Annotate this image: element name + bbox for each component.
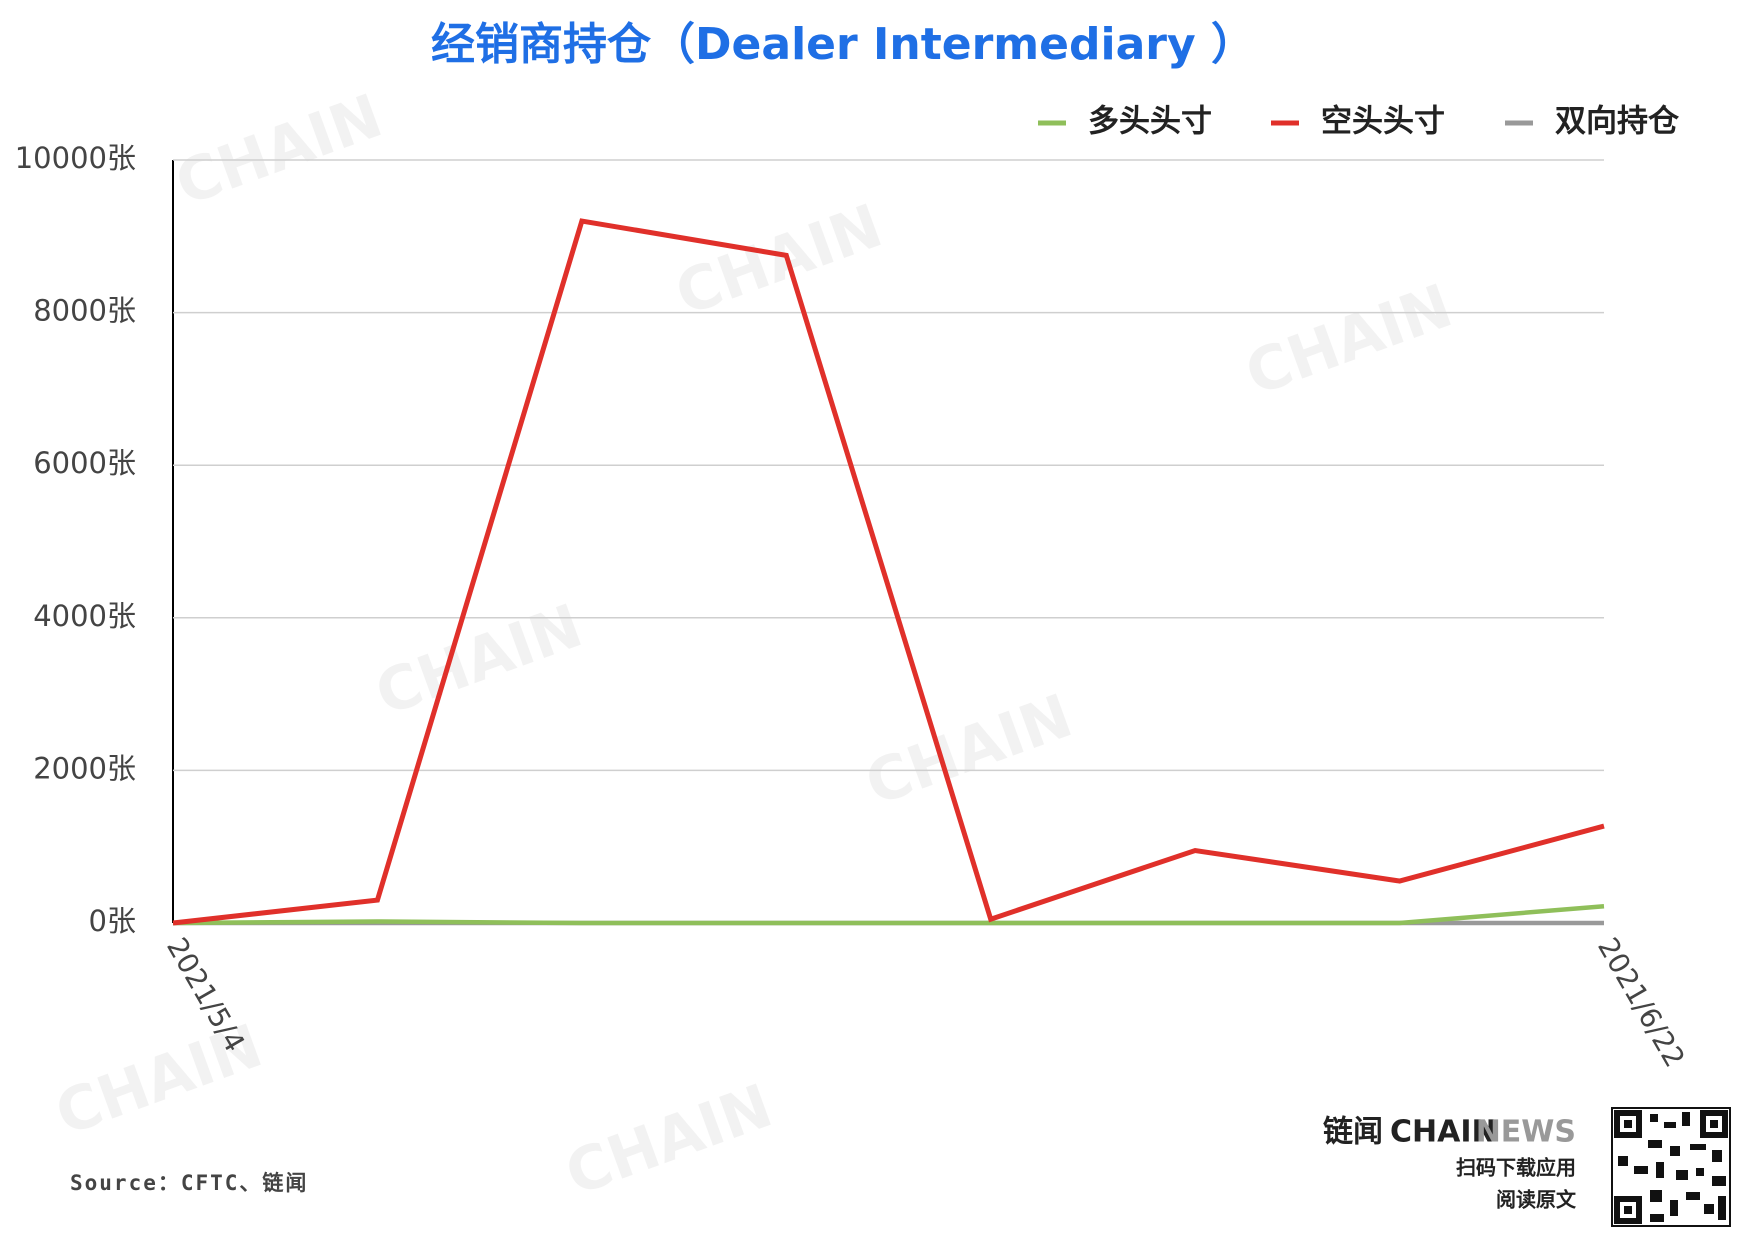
brand-line: 阅读原文 [1496, 1188, 1577, 1212]
watermark: CHAIN [367, 591, 591, 730]
x-tick-label: 2021/6/22 [1591, 932, 1691, 1073]
logo-cn: 链闻 [1323, 1115, 1383, 1150]
legend-label: 空头头寸 [1321, 104, 1445, 140]
y-tick-label: 0张 [89, 904, 136, 938]
watermark: CHAIN [1237, 271, 1461, 410]
y-tick-label: 6000张 [33, 446, 136, 480]
series-line [172, 903, 1605, 926]
y-tick-label: 10000张 [15, 141, 136, 175]
logo-b: NEWS [1476, 1115, 1576, 1150]
source: Source：CFTC、链闻 [70, 1171, 308, 1195]
watermark: CHAIN [557, 1071, 781, 1210]
y-tick-label: 8000张 [33, 294, 136, 328]
chart-title: 经销商持仓（Dealer Intermediary ） [431, 19, 1255, 70]
y-tick-label: 4000张 [33, 599, 136, 633]
legend-label: 多头头寸 [1088, 104, 1212, 140]
watermark: CHAIN [167, 81, 391, 220]
y-tick-label: 2000张 [33, 751, 136, 785]
watermark: CHAIN [667, 191, 891, 330]
branding: 链闻 CHAIN NEWS 扫码下载应用 阅读原文 [1323, 1115, 1577, 1212]
brand-line: 扫码下载应用 [1456, 1156, 1576, 1180]
qr-code [1611, 1107, 1731, 1227]
series-line [172, 218, 1605, 926]
legend-label: 双向持仓 [1555, 104, 1680, 140]
watermark: CHAIN [857, 681, 1081, 820]
logo-a: CHAIN [1390, 1115, 1497, 1150]
